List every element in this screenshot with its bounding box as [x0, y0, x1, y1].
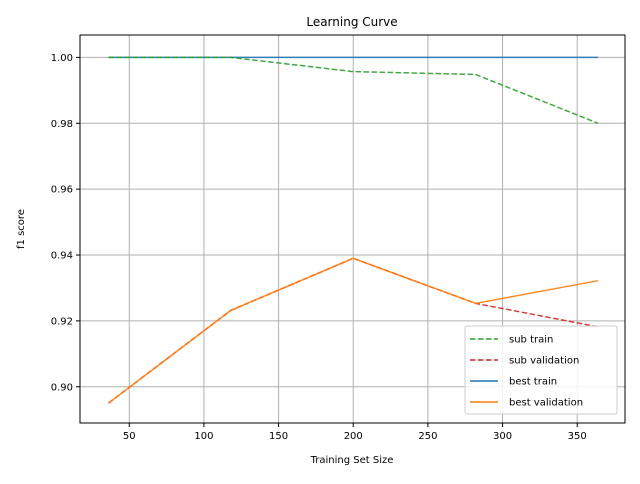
series-line-best-validation — [107, 257, 599, 404]
x-axis-label: Training Set Size — [310, 455, 394, 466]
x-tick-label: 200 — [344, 431, 363, 442]
legend: sub train sub validation best train best va… — [464, 325, 618, 415]
legend-label: best train — [509, 377, 557, 388]
series-line-sub-validation — [107, 257, 599, 404]
legend-label: sub validation — [509, 356, 579, 367]
x-tick-label: 50 — [123, 431, 136, 442]
y-axis-ticks: 0.90 0.92 0.94 0.96 0.98 1.00 — [51, 53, 80, 393]
legend-box — [464, 325, 618, 415]
y-tick-label: 0.90 — [51, 382, 73, 393]
x-tick-label: 100 — [194, 431, 213, 442]
plot-frame — [79, 34, 626, 424]
y-tick-label: 0.94 — [51, 251, 73, 262]
y-tick-label: 0.92 — [51, 316, 73, 327]
y-tick-label: 0.98 — [51, 119, 73, 130]
x-tick-label: 300 — [493, 431, 512, 442]
series-lines — [107, 56, 599, 404]
legend-label: best validation — [509, 398, 583, 409]
series-line-sub-train — [108, 56, 599, 124]
chart-title: Learning Curve — [306, 15, 397, 29]
x-tick-label: 250 — [418, 431, 437, 442]
y-axis-label: f1 score — [16, 209, 27, 249]
x-axis-ticks: 50 100 150 200 250 300 350 — [123, 423, 587, 442]
x-tick-label: 350 — [568, 431, 587, 442]
y-tick-label: 0.96 — [51, 185, 73, 196]
x-tick-label: 150 — [269, 431, 288, 442]
y-tick-label: 1.00 — [51, 53, 73, 64]
legend-label: sub train — [509, 335, 553, 346]
